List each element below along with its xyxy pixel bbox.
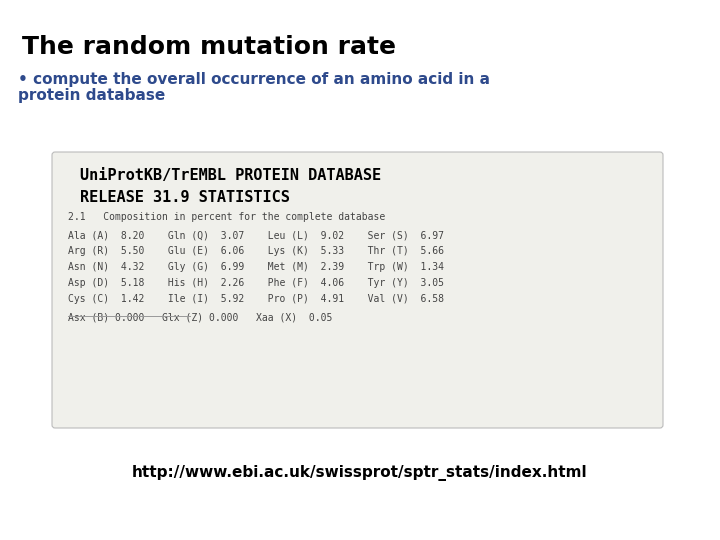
FancyBboxPatch shape [52,152,663,428]
Text: 2.1   Composition in percent for the complete database: 2.1 Composition in percent for the compl… [68,212,385,222]
Text: Asx (B) 0.000   Glx (Z) 0.000   Xaa (X)  0.05: Asx (B) 0.000 Glx (Z) 0.000 Xaa (X) 0.05 [68,312,333,322]
Text: Arg (R)  5.50    Glu (E)  6.06    Lys (K)  5.33    Thr (T)  5.66: Arg (R) 5.50 Glu (E) 6.06 Lys (K) 5.33 T… [68,246,444,256]
Text: Asn (N)  4.32    Gly (G)  6.99    Met (M)  2.39    Trp (W)  1.34: Asn (N) 4.32 Gly (G) 6.99 Met (M) 2.39 T… [68,262,444,272]
Text: http://www.ebi.ac.uk/swissprot/sptr_stats/index.html: http://www.ebi.ac.uk/swissprot/sptr_stat… [132,465,588,481]
Text: The random mutation rate: The random mutation rate [22,35,396,59]
Text: UniProtKB/TrEMBL PROTEIN DATABASE: UniProtKB/TrEMBL PROTEIN DATABASE [80,168,381,183]
Text: protein database: protein database [18,88,166,103]
Text: Cys (C)  1.42    Ile (I)  5.92    Pro (P)  4.91    Val (V)  6.58: Cys (C) 1.42 Ile (I) 5.92 Pro (P) 4.91 V… [68,294,444,304]
Text: RELEASE 31.9 STATISTICS: RELEASE 31.9 STATISTICS [80,190,290,205]
Text: • compute the overall occurrence of an amino acid in a: • compute the overall occurrence of an a… [18,72,490,87]
Text: Ala (A)  8.20    Gln (Q)  3.07    Leu (L)  9.02    Ser (S)  6.97: Ala (A) 8.20 Gln (Q) 3.07 Leu (L) 9.02 S… [68,230,444,240]
Text: Asp (D)  5.18    His (H)  2.26    Phe (F)  4.06    Tyr (Y)  3.05: Asp (D) 5.18 His (H) 2.26 Phe (F) 4.06 T… [68,278,444,288]
